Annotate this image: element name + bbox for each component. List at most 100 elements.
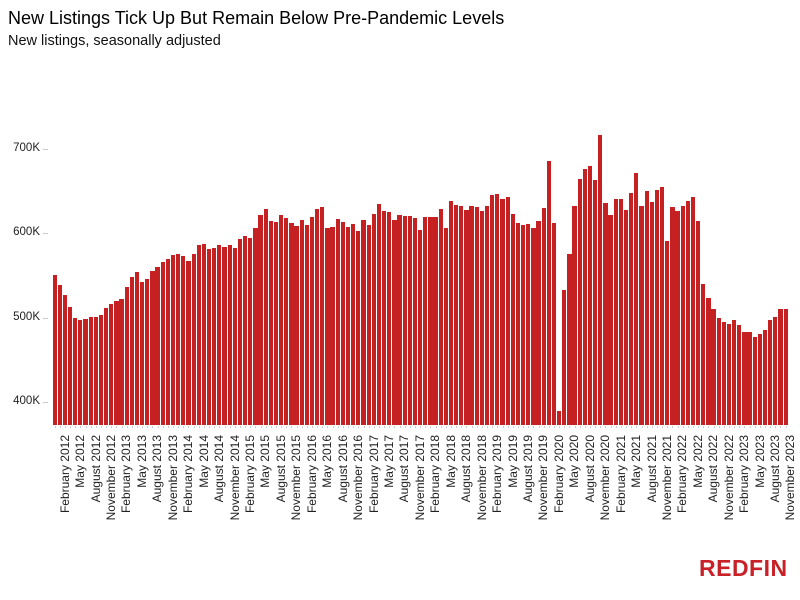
bar-oct-2014	[217, 245, 222, 425]
x-axis-tick-mark	[306, 426, 308, 428]
bar-dec-2022	[721, 322, 726, 425]
x-axis-tick-mark	[734, 426, 736, 428]
x-axis-tick-mark	[523, 426, 525, 428]
bar-oct-2016	[340, 221, 346, 425]
x-axis-tick-label: August 2021	[644, 435, 659, 503]
x-axis-tick-mark	[461, 426, 463, 428]
bar-feb-2014	[176, 253, 181, 425]
x-axis-tick-mark	[698, 426, 700, 428]
bar-oct-2017	[402, 215, 407, 425]
x-axis-tick-mark	[214, 426, 216, 428]
x-axis-tick-mark	[538, 426, 540, 428]
x-axis-tick-mark	[425, 426, 427, 428]
bar-jan-2014	[170, 254, 176, 425]
bar-nov-2021	[654, 189, 660, 425]
x-axis-tick-label: August 2014	[212, 435, 227, 503]
bar-sep-2016	[335, 219, 340, 425]
x-axis-tick-mark	[749, 426, 751, 428]
bar-may-2014	[191, 253, 196, 425]
bar-dec-2014	[227, 245, 232, 425]
bar-may-2012	[67, 306, 73, 425]
bar-feb-2019	[484, 206, 490, 425]
bar-jul-2016	[325, 227, 330, 425]
x-axis-tick-mark	[255, 426, 257, 428]
bar-dec-2012	[103, 307, 109, 425]
bar-mar-2019	[490, 195, 495, 425]
x-axis-tick-mark	[770, 426, 772, 428]
x-axis-tick-mark	[363, 426, 365, 428]
bar-jan-2019	[479, 210, 485, 425]
x-axis-tick-mark	[173, 426, 175, 428]
y-axis-tick-mark	[43, 149, 48, 150]
bar-jan-2018	[418, 230, 423, 425]
redfin-logo: REDFIN	[699, 555, 788, 581]
x-axis-tick-mark	[744, 426, 746, 428]
x-axis-tick-mark	[404, 426, 406, 428]
x-axis-tick-mark	[533, 426, 535, 428]
bar-sep-2015	[273, 221, 279, 425]
x-axis-tick-mark	[147, 426, 149, 428]
x-axis-tick-mark	[487, 426, 489, 428]
bar-sep-2021	[644, 191, 649, 425]
x-axis-tick-label: November 2016	[351, 435, 366, 521]
x-axis-tick-mark	[239, 426, 241, 428]
bar-aug-2022	[701, 284, 706, 425]
bar-sep-2014	[212, 247, 217, 425]
bar-dec-2020	[598, 134, 603, 425]
x-axis-tick-mark	[595, 426, 597, 428]
bar-jan-2022	[665, 241, 670, 425]
x-axis-tick-mark	[739, 426, 741, 428]
x-axis-tick-mark	[183, 426, 185, 428]
bar-nov-2012	[98, 315, 104, 425]
x-axis-tick-mark	[754, 426, 756, 428]
x-axis-tick-mark	[662, 426, 664, 428]
x-axis-tick-mark	[90, 426, 92, 428]
bar-mar-2016	[304, 224, 309, 425]
x-axis-tick-label: February 2017	[366, 435, 381, 514]
x-axis-tick-mark	[548, 426, 550, 428]
x-axis-tick-mark	[765, 426, 767, 428]
y-axis-tick-mark	[43, 317, 48, 319]
x-axis-tick-mark	[497, 426, 499, 428]
bar-aug-2013	[145, 278, 150, 425]
x-axis-tick-mark	[435, 426, 437, 428]
x-axis-tick-mark	[64, 426, 66, 428]
bar-feb-2012	[52, 274, 57, 425]
bar-mar-2012	[57, 284, 62, 425]
x-axis-tick-label: August 2022	[706, 435, 721, 503]
bar-jun-2022	[690, 197, 696, 425]
x-axis-tick-mark	[157, 426, 159, 428]
bar-jul-2020	[572, 205, 577, 425]
bar-feb-2022	[670, 207, 675, 425]
x-axis-tick-mark	[229, 426, 231, 428]
x-axis-tick-mark	[178, 426, 180, 428]
x-axis-tick-label: August 2019	[520, 435, 535, 503]
bar-nov-2023	[778, 309, 783, 425]
bar-aug-2014	[206, 248, 212, 425]
bar-aug-2023	[762, 330, 768, 425]
bar-may-2018	[438, 208, 443, 425]
bar-oct-2015	[279, 214, 284, 425]
x-axis-tick-label: November 2017	[412, 435, 427, 521]
bar-dec-2013	[165, 258, 170, 425]
x-axis-tick-mark	[342, 426, 344, 428]
x-axis-tick-mark	[291, 426, 293, 428]
bar-jun-2016	[320, 207, 325, 425]
bar-jan-2015	[232, 247, 237, 425]
x-axis-tick-mark	[512, 426, 514, 428]
x-axis-tick-label: May 2014	[196, 435, 211, 488]
x-axis-tick-label: February 2016	[304, 435, 319, 514]
bar-jan-2017	[356, 230, 361, 425]
bar-mar-2022	[675, 211, 680, 425]
x-axis-tick-mark	[162, 426, 164, 428]
x-axis-tick-label: February 2021	[613, 435, 628, 514]
bar-feb-2016	[299, 219, 304, 425]
x-axis-tick-mark	[502, 426, 504, 428]
bar-nov-2013	[160, 262, 165, 425]
x-axis-tick-label: February 2014	[181, 435, 196, 514]
bar-jun-2014	[196, 245, 201, 425]
bar-dec-2015	[289, 223, 294, 425]
x-axis-tick-mark	[54, 426, 56, 428]
bar-jul-2012	[78, 319, 83, 425]
bar-oct-2022	[711, 309, 716, 425]
